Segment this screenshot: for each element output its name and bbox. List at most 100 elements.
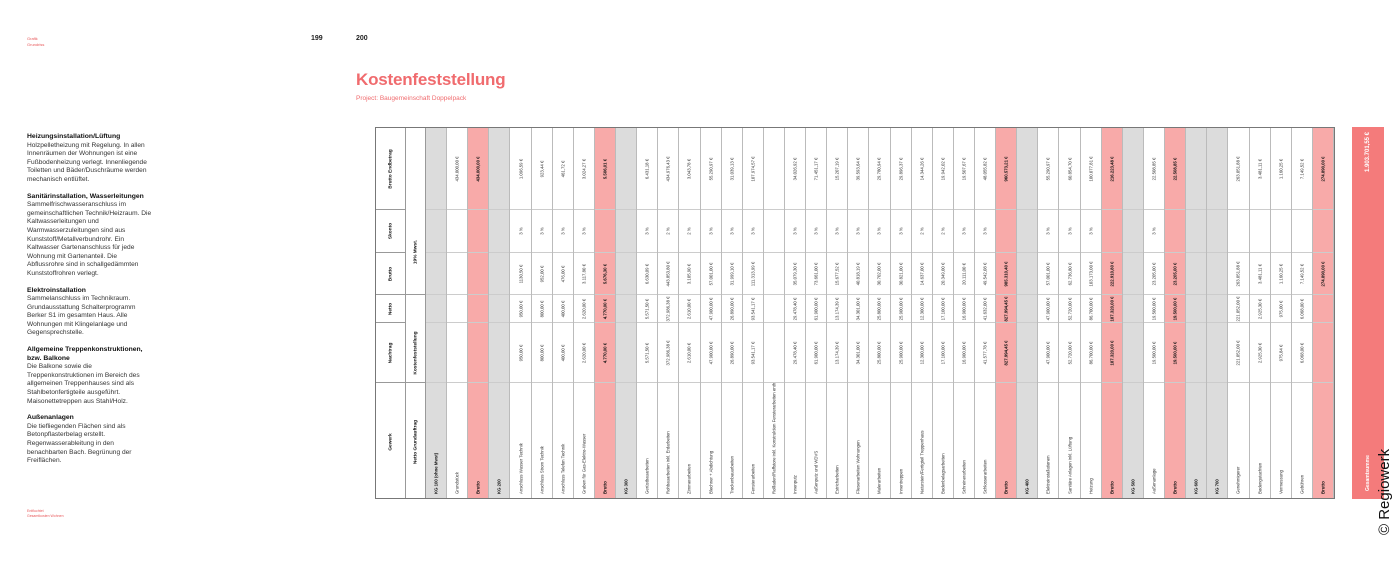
table-cell-desc: KG 700 xyxy=(1207,383,1227,500)
table-cell-skonto: 3 % xyxy=(890,210,911,253)
header-brutto-endbetrag: Brutto Endbetrag xyxy=(376,128,405,210)
footnote: Entfluchtet Gesamtkosten Wohnen xyxy=(27,509,64,518)
table-cell-skonto xyxy=(1312,210,1333,253)
cell-value: 47.900,00 € xyxy=(708,297,714,320)
cell-value: 3 % xyxy=(729,227,735,235)
table-cell-skonto: 3 % xyxy=(700,210,721,253)
table-cell-desc: Malerarbeiten xyxy=(869,383,889,500)
cell-value: 5.571,50 € xyxy=(644,298,650,319)
cell-value: 400,00 € xyxy=(560,300,566,317)
table-cell-netto: 47.900,00 € xyxy=(1038,295,1059,323)
table-row: 39.593,64 € 3 % 40.818,19 € 34.301,00 € Flie… xyxy=(848,128,870,498)
table-row: 263.051,88 € 263.051,88 € 221.052,00 € Gene… xyxy=(1228,128,1250,498)
page-number-right: 200 xyxy=(356,35,368,42)
cell-value: 461,72 € xyxy=(560,160,566,177)
table-row: 5.506,01 € 5.676,30 € 4.770,00 € Brutto 4.77… xyxy=(594,128,617,498)
table-cell-desc: Vermessung xyxy=(1271,383,1291,500)
table-cell-netto: 61.900,00 € xyxy=(806,295,827,323)
cell-value: 3.117,80 € xyxy=(581,263,587,284)
cell-value: 41.632,00 € xyxy=(982,297,988,320)
row-description: Fensterarbeiten xyxy=(750,463,756,494)
cell-value: 3 % xyxy=(1151,227,1157,235)
row-description: Brutto xyxy=(1109,481,1115,494)
cell-value: 14.637,00 € xyxy=(919,262,925,285)
table-cell-netto: 975,00 € xyxy=(1270,295,1291,323)
table-cell-desc: Grundstück xyxy=(447,383,467,500)
cell-value: 26.890,00 € xyxy=(729,341,735,364)
table-cell-netto-grundauftrag: 400,00 € xyxy=(552,323,573,383)
table-cell-end xyxy=(1186,128,1207,210)
table-cell-desc: Zimmerarbeiten xyxy=(679,383,699,500)
table-cell-netto: 2.610,00 € xyxy=(679,295,700,323)
table-cell-skonto xyxy=(426,210,447,253)
table-cell-netto-grundauftrag: 61.900,00 € xyxy=(806,323,827,383)
table-cell-end: 19.942,02 € xyxy=(932,128,953,210)
total-label: Gesamtsumme xyxy=(1365,455,1371,491)
note-outdoor: Außenanlagen Die tiefliegenden Flächen si… xyxy=(27,414,132,465)
table-cell-brutto: 57.001,00 € xyxy=(700,253,721,295)
table-cell-skonto xyxy=(1291,210,1312,253)
header-mwst: 19% Mwst. xyxy=(406,210,425,295)
cell-value: 3 % xyxy=(855,227,861,235)
table-cell-skonto: 3 % xyxy=(742,210,763,253)
table-row: KG 700 xyxy=(1207,128,1229,500)
table-cell-brutto: 40.818,19 € xyxy=(848,253,869,295)
table-cell-netto-grundauftrag: 12.300,00 € xyxy=(911,323,932,383)
table-cell-skonto: 2 % xyxy=(911,210,932,253)
cell-value: 16.900,00 € xyxy=(961,297,967,320)
cell-value: 3 % xyxy=(560,227,566,235)
table-cell-end: 1.096,59 € xyxy=(510,128,531,210)
table-cell-end: 55.290,97 € xyxy=(700,128,721,210)
table-cell-skonto xyxy=(1270,210,1291,253)
table-cell-netto: 5.571,50 € xyxy=(637,295,658,323)
table-cell-brutto: 30.702,00 € xyxy=(869,253,890,295)
table-cell-netto-grundauftrag xyxy=(489,323,510,383)
cell-value: 107.974,57 € xyxy=(750,155,756,182)
table-cell-brutto: 30.821,00 € xyxy=(890,253,911,295)
table-cell-desc: Anschluss Wasser Technik xyxy=(510,383,530,500)
table-cell-netto: 800,00 € xyxy=(531,295,552,323)
cell-value: 800,00 € xyxy=(539,344,545,361)
cell-value: 73.661,00 € xyxy=(813,262,819,285)
table-row: 3.481,11 € 3.481,11 € 2.925,30 € Bodengutac… xyxy=(1249,128,1271,498)
table-row: 48.055,82 € 3 % 49.542,08 € 41.632,00 € Schl… xyxy=(975,128,997,498)
row-description: Graben für Gas-Elektro-Wasser xyxy=(581,433,587,494)
table-cell-brutto: 14.637,00 € xyxy=(911,253,932,295)
table-cell-netto xyxy=(616,295,637,323)
table-cell-brutto xyxy=(1207,253,1228,295)
table-row: 100.077,81 € 3 % 103.173,00 € 86.700,00 € He… xyxy=(1080,128,1102,498)
table-cell-netto: 86.700,00 € xyxy=(1080,295,1101,323)
table-cell-netto: 41.632,00 € xyxy=(975,295,996,323)
table-cell-end: 461,72 € xyxy=(552,128,573,210)
table-cell-brutto: 1130,50 € xyxy=(510,253,531,295)
cell-value: 71.451,17 € xyxy=(813,157,819,180)
table-cell-brutto: 3.105,90 € xyxy=(679,253,700,295)
table-row: KG 600 xyxy=(1186,128,1208,498)
cell-value: 29.478,40 € xyxy=(792,297,798,320)
cell-value: 3.481,11 € xyxy=(1257,263,1263,284)
cell-value: 55.290,97 € xyxy=(708,157,714,180)
table-cell-brutto: 103.173,00 € xyxy=(1080,253,1101,295)
table-cell-netto-grundauftrag: 13.174,39 € xyxy=(827,323,848,383)
table-cell-skonto: 3 % xyxy=(552,210,573,253)
table-cell-netto-grundauftrag: 372.986,38 € xyxy=(658,323,679,383)
table-cell-end: 29.896,37 € xyxy=(890,128,911,210)
table-row: KG 100 (ohne Mwst) xyxy=(426,128,448,498)
table-row: 1.160,25 € 1.160,25 € 975,00 € Vermessung 97… xyxy=(1270,128,1292,500)
cell-value: 29.478,40 € xyxy=(792,341,798,364)
row-description: Heizung xyxy=(1088,478,1094,494)
cell-value: 57.001,00 € xyxy=(1045,262,1051,285)
cell-value: 274.890,00 € xyxy=(1320,260,1326,287)
row-description: Blechner + Abdichtung xyxy=(708,450,714,494)
cell-value: 6.431,18 € xyxy=(644,158,650,179)
table-cell-netto-grundauftrag: 800,00 € xyxy=(531,323,552,383)
table-cell-netto: 26.890,00 € xyxy=(721,295,742,323)
table-cell-end: 107.974,57 € xyxy=(742,128,763,210)
row-description: Bodengutachten xyxy=(1257,462,1263,494)
cell-value: 55.290,97 € xyxy=(1045,157,1051,180)
table-cell-brutto xyxy=(426,253,447,295)
note-sanitary: Sanitärinstallation, Wasserleitungen Samm… xyxy=(27,192,152,277)
cell-value: 443.853,80 € xyxy=(665,260,671,287)
cell-value: 93.541,17 € xyxy=(750,297,756,320)
table-cell-netto-grundauftrag: 6.068,00 € xyxy=(1291,323,1312,383)
